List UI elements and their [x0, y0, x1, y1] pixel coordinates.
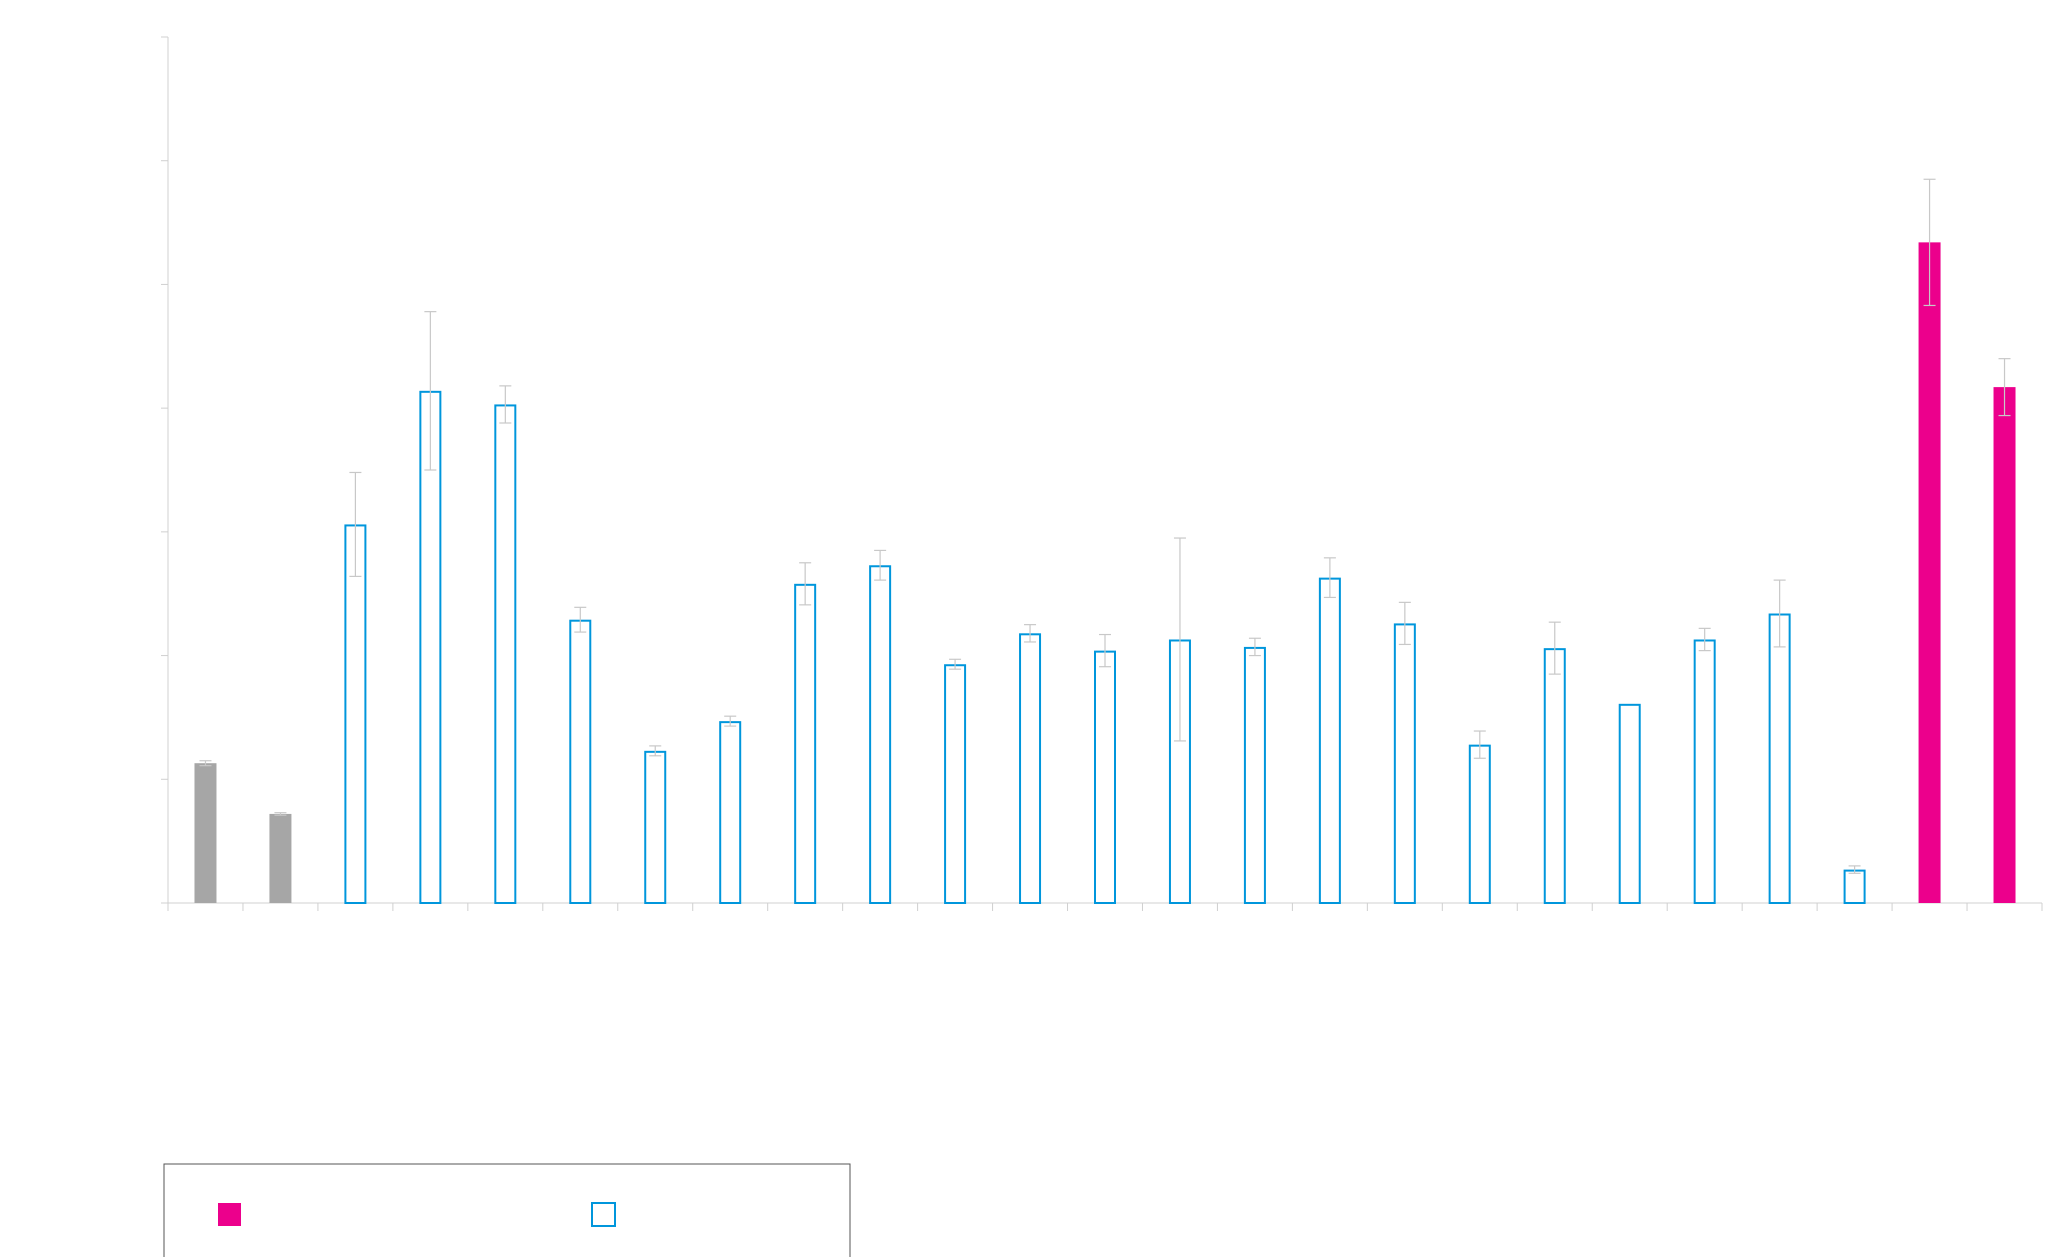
bar	[569, 619, 592, 904]
bar	[194, 763, 217, 903]
bar	[1019, 633, 1042, 904]
bar	[719, 721, 742, 905]
legend-box	[163, 1163, 851, 1257]
bar	[1243, 646, 1266, 905]
bar	[344, 524, 367, 904]
bar	[794, 583, 817, 904]
legend-swatch-magenta	[218, 1203, 241, 1226]
bar	[1543, 648, 1566, 904]
bar	[1843, 869, 1866, 905]
bar	[644, 750, 667, 904]
bar	[1094, 650, 1116, 904]
bar	[1993, 387, 2016, 903]
bar	[269, 813, 292, 903]
bar	[944, 664, 967, 905]
bar	[869, 565, 892, 904]
bar	[1468, 744, 1491, 904]
bar	[1618, 703, 1641, 904]
bar	[1768, 613, 1791, 904]
chart-bars	[194, 178, 2016, 905]
bar	[1693, 639, 1716, 904]
bar	[1393, 623, 1416, 904]
legend-swatch-outline	[591, 1202, 616, 1227]
bar	[1318, 577, 1341, 904]
bar	[1918, 242, 1941, 903]
chart-legend	[163, 1163, 851, 1257]
bar	[494, 404, 517, 904]
